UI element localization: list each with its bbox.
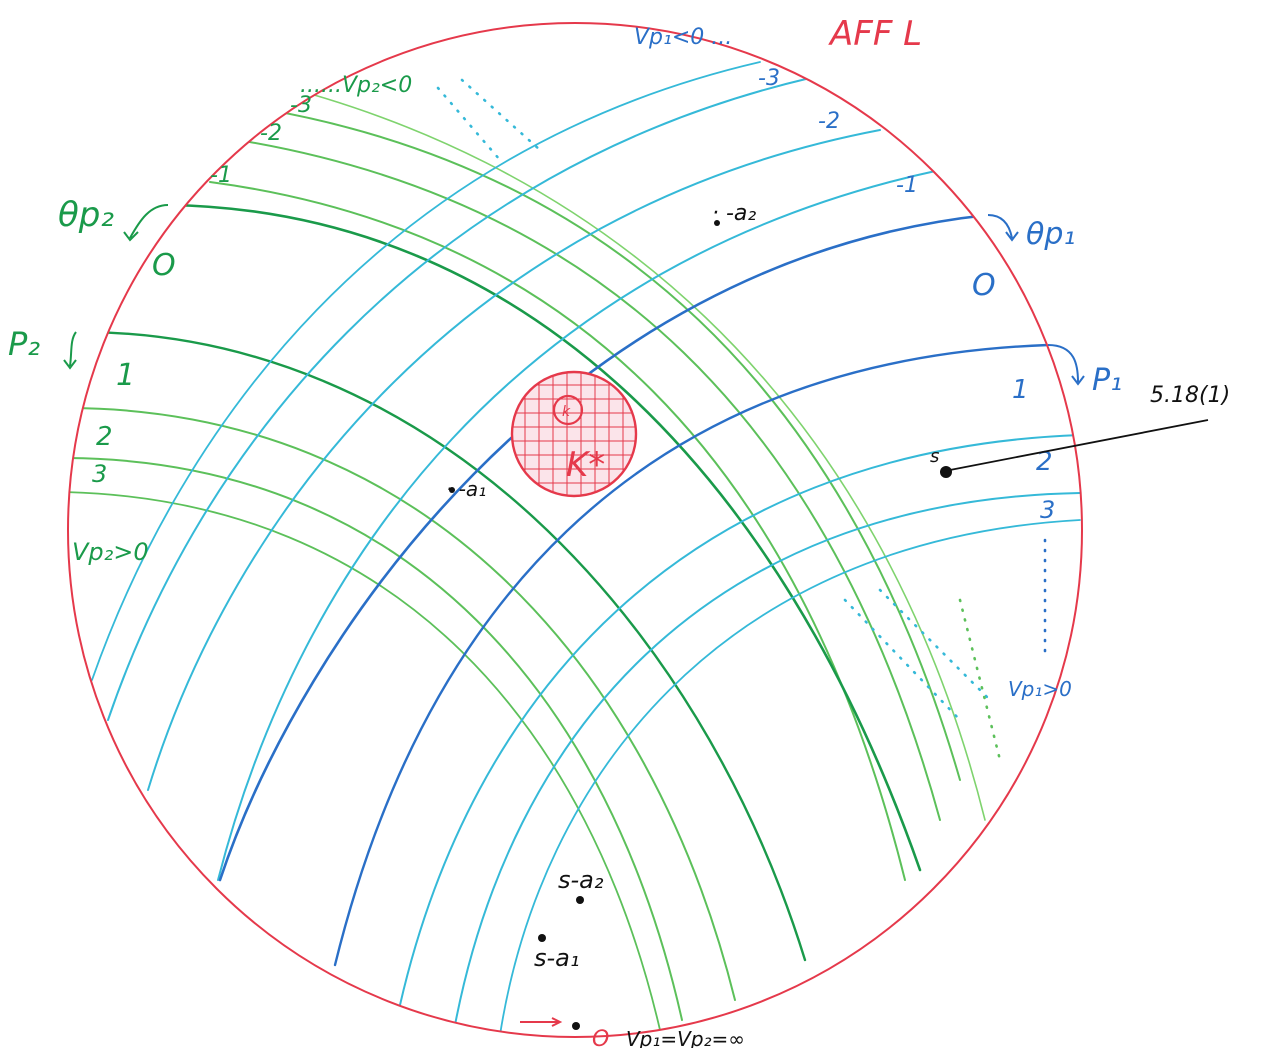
bottom-point-dot bbox=[572, 1022, 580, 1030]
theta-k-symbol: k bbox=[562, 404, 571, 420]
dots-top-cyan bbox=[436, 86, 502, 162]
dots-right-green bbox=[958, 598, 1002, 762]
p2-level-3: 3 bbox=[92, 460, 107, 488]
bottom-o-label: O bbox=[592, 1027, 609, 1048]
bottom-arrow bbox=[520, 1017, 563, 1027]
p2-curve-1 bbox=[74, 330, 807, 962]
p1-level-2: 2 bbox=[1036, 447, 1053, 477]
p2-curve-0 bbox=[166, 203, 922, 872]
point-s-label: s bbox=[930, 446, 939, 467]
point-s-dot bbox=[940, 466, 952, 478]
s-minus-a1-dot bbox=[538, 934, 546, 942]
p2-level-2: 2 bbox=[96, 422, 113, 452]
p1-curve-family bbox=[91, 61, 1081, 1036]
kstar-label: K* bbox=[566, 445, 605, 485]
vp2-pos-label: Vp₂>0 bbox=[72, 538, 149, 566]
p1-curve-1 bbox=[333, 343, 1050, 967]
p2-level-minus-2: -2 bbox=[260, 121, 282, 146]
vp2-neg-label: ......Vp₂<0 bbox=[300, 73, 412, 98]
minus-a2-label: · -a₂ bbox=[712, 201, 756, 226]
p2-level-minus-1: -1 bbox=[210, 163, 232, 188]
p2-level-1: 1 bbox=[116, 358, 135, 393]
reference-label: 5.18(1) bbox=[1150, 383, 1230, 408]
vp1-neg-label: Vp₁<0 ... bbox=[634, 25, 732, 50]
direction-arrows bbox=[63, 204, 1085, 1027]
p1-arrow bbox=[1047, 344, 1085, 386]
dots-top-cyan-2 bbox=[460, 78, 542, 152]
annotations: s 5.18(1) · -a₂ · -a₁ s-a₂ s-a₁ O Vp₁=Vp… bbox=[446, 201, 1230, 1048]
s-minus-a2-label: s-a₂ bbox=[558, 866, 604, 894]
disc-boundary bbox=[67, 22, 1083, 1038]
continuation-dots bbox=[436, 78, 1047, 762]
p1-curve-minus-4 bbox=[91, 61, 761, 681]
theta-p1-label: θp₁ bbox=[1026, 217, 1075, 252]
reference-leader-line bbox=[949, 419, 1209, 471]
p1-curve-3 bbox=[454, 492, 1081, 1026]
bottom-eq-label: Vp₁=Vp₂=∞ bbox=[626, 1027, 745, 1048]
p2-curve-minus-1 bbox=[209, 181, 906, 881]
p2-curve-minus-3 bbox=[257, 107, 961, 781]
p2-label: P₂ bbox=[8, 325, 40, 363]
theta-circle bbox=[552, 394, 584, 426]
theta-p1-arrow bbox=[987, 214, 1019, 242]
minus-a1-dot bbox=[449, 487, 455, 493]
p1-curve-4 bbox=[499, 519, 1081, 1036]
p1-level-3: 3 bbox=[1040, 496, 1055, 524]
minus-a2-dot bbox=[714, 220, 720, 226]
p1-level-minus-2: -2 bbox=[818, 109, 840, 134]
p1-zero-label: O bbox=[972, 268, 996, 303]
diagram-title: AFF L bbox=[828, 14, 922, 54]
kstar-region bbox=[510, 370, 638, 498]
p1-level-1: 1 bbox=[1012, 375, 1029, 405]
p2-curve-2 bbox=[69, 407, 736, 1001]
p2-level-minus-3: -3 bbox=[290, 93, 312, 118]
p2-arrow bbox=[63, 331, 77, 370]
p2-zero-label: O bbox=[152, 248, 176, 283]
vp1-pos-label: Vp₁>0 bbox=[1008, 677, 1072, 701]
p1-label: P₁ bbox=[1092, 363, 1122, 398]
minus-a1-label: · -a₁ bbox=[446, 477, 486, 501]
theta-p2-label: θp₂ bbox=[58, 195, 114, 235]
p2-curve-minus-2 bbox=[237, 139, 941, 821]
p1-curve-2 bbox=[399, 434, 1081, 1006]
p1-level-minus-3: -3 bbox=[758, 66, 780, 91]
s-minus-a2-dot bbox=[576, 896, 584, 904]
p2-curve-minus-4 bbox=[221, 71, 986, 821]
theta-p2-arrow bbox=[123, 204, 169, 242]
p1-curve-minus-3 bbox=[107, 77, 811, 721]
p1-level-minus-1: -1 bbox=[896, 173, 918, 198]
dots-right-cyan-2 bbox=[878, 588, 992, 702]
s-minus-a1-label: s-a₁ bbox=[534, 944, 580, 972]
p2-curve-family bbox=[68, 71, 986, 1031]
p2-curve-3 bbox=[68, 457, 683, 1021]
p1-curve-minus-2 bbox=[147, 129, 881, 791]
p2-curve-4 bbox=[68, 491, 661, 1031]
p1-curve-minus-1 bbox=[217, 169, 941, 881]
p1-curve-0 bbox=[218, 213, 990, 882]
